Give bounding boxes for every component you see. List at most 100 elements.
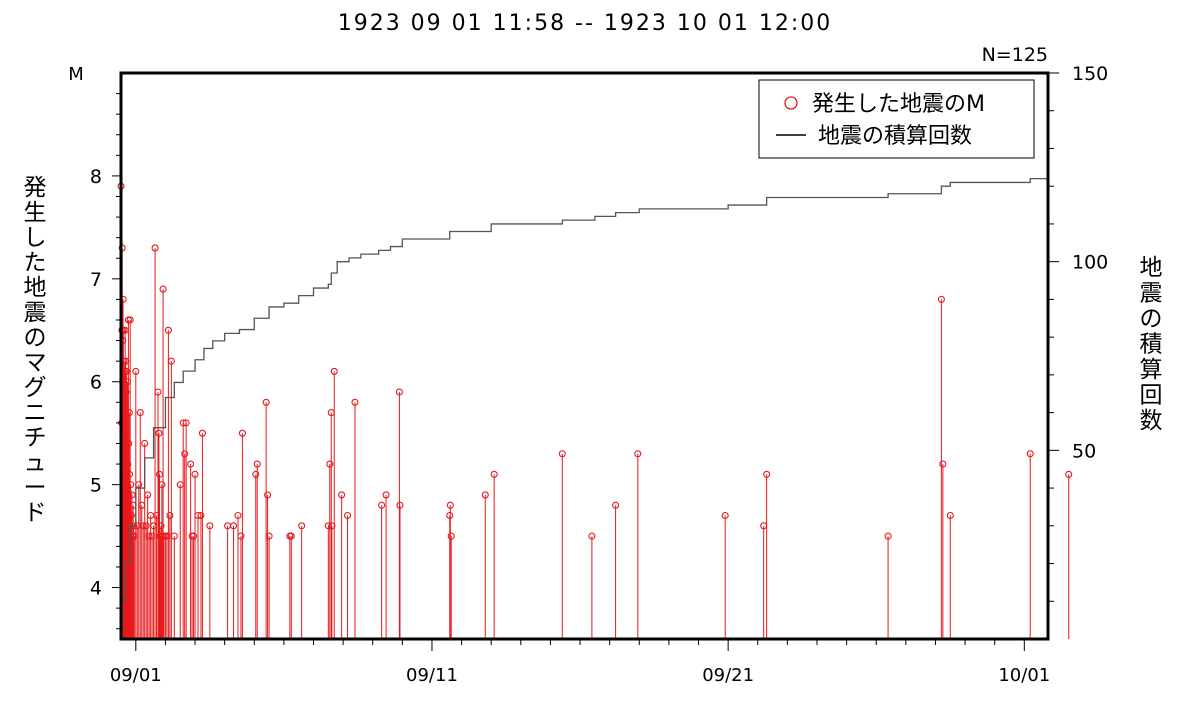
event-point bbox=[142, 522, 150, 530]
event-point bbox=[287, 532, 295, 540]
legend-label-cumulative: 地震の積算回数 bbox=[818, 124, 972, 149]
event-point bbox=[125, 439, 133, 448]
left-axis-tick-label: 6 bbox=[90, 372, 102, 394]
event-point bbox=[155, 429, 163, 437]
event-point bbox=[481, 491, 489, 499]
x-axis-tick-label: 09/21 bbox=[702, 665, 754, 686]
event-point bbox=[265, 532, 273, 540]
event-point bbox=[126, 316, 134, 324]
event-point bbox=[126, 470, 134, 478]
event-point bbox=[447, 532, 455, 540]
event-point bbox=[946, 511, 954, 520]
axes: 4 5 6 7 8 50 100 150 09/01 09/11 09/21 10/01 bbox=[90, 63, 1108, 686]
left-axis-title-char: チ bbox=[24, 425, 47, 451]
plot-frame bbox=[119, 71, 1050, 641]
event-point bbox=[558, 450, 566, 458]
event-point bbox=[197, 511, 205, 520]
right-axis-title-char: 地 bbox=[1140, 255, 1163, 281]
event-count-label: N=125 bbox=[982, 44, 1048, 66]
event-point bbox=[1065, 470, 1073, 478]
event-point bbox=[124, 460, 132, 468]
event-point bbox=[136, 409, 144, 417]
event-point bbox=[198, 429, 206, 437]
event-point bbox=[158, 481, 166, 489]
event-point bbox=[181, 450, 189, 458]
event-point bbox=[182, 419, 190, 427]
event-point bbox=[170, 532, 178, 540]
right-axis-tick-label: 150 bbox=[1072, 63, 1108, 85]
right-axis-title-char: 数 bbox=[1140, 408, 1163, 434]
left-axis-title-char: ド bbox=[24, 500, 47, 526]
right-axis-title-char: 積 bbox=[1140, 332, 1163, 358]
event-point bbox=[490, 470, 498, 478]
event-point bbox=[338, 491, 346, 499]
right-axis-tick-label: 100 bbox=[1072, 252, 1108, 274]
legend-circle-icon bbox=[784, 96, 798, 110]
left-axis-title-char: 地 bbox=[24, 275, 47, 301]
event-point bbox=[395, 388, 403, 396]
event-point bbox=[382, 491, 390, 499]
event-point bbox=[1026, 450, 1034, 458]
left-axis-title-char: ュ bbox=[24, 450, 47, 476]
legend-box bbox=[758, 79, 1035, 159]
right-axis-title-char: の bbox=[1140, 306, 1163, 332]
cumulative-count-line bbox=[121, 174, 1049, 640]
left-axis-title-char: グ bbox=[24, 375, 47, 401]
x-axis-tick-label: 09/01 bbox=[110, 665, 162, 686]
chart-title: 1923 09 01 11:58 -- 1923 10 01 12:00 bbox=[338, 11, 833, 36]
left-axis-title-char: 震 bbox=[24, 300, 47, 326]
left-axis-title-char: し bbox=[24, 225, 47, 251]
event-point bbox=[298, 522, 306, 530]
event-point bbox=[127, 511, 135, 520]
left-axis-title-char: た bbox=[24, 250, 47, 276]
left-axis-tick-label: 5 bbox=[90, 475, 102, 497]
event-point bbox=[128, 491, 136, 499]
left-axis-tick-label: 4 bbox=[90, 578, 102, 600]
event-point bbox=[132, 367, 140, 375]
left-axis-tick-label: 8 bbox=[90, 166, 102, 188]
event-point bbox=[612, 501, 620, 509]
right-axis-tick-label: 50 bbox=[1072, 440, 1096, 462]
plot-area bbox=[117, 174, 1073, 640]
event-point bbox=[253, 460, 261, 468]
right-axis-title-char: 算 bbox=[1140, 357, 1163, 383]
event-point bbox=[884, 532, 892, 540]
event-point bbox=[159, 285, 167, 293]
event-point bbox=[229, 522, 238, 530]
left-axis-tick-label: 7 bbox=[90, 269, 102, 291]
event-point bbox=[234, 511, 242, 520]
event-point bbox=[634, 450, 642, 458]
event-point bbox=[262, 398, 270, 406]
event-point bbox=[238, 429, 246, 437]
event-point bbox=[351, 398, 359, 406]
left-axis-title-char: 生 bbox=[24, 200, 47, 226]
right-axis-title-char: 震 bbox=[1140, 281, 1163, 307]
event-point bbox=[326, 460, 334, 468]
left-axis-unit-label: M bbox=[68, 64, 84, 85]
legend-label-magnitude: 発生した地震のM bbox=[812, 92, 985, 117]
right-axis-title: 地震の積算回数 bbox=[1140, 255, 1163, 434]
event-point bbox=[154, 388, 162, 396]
event-point bbox=[763, 470, 771, 478]
left-axis-title-char: ー bbox=[24, 475, 47, 501]
event-point bbox=[151, 244, 159, 252]
event-point bbox=[344, 511, 352, 520]
event-point bbox=[396, 501, 404, 509]
event-point bbox=[588, 532, 596, 540]
event-point bbox=[187, 460, 195, 468]
event-point bbox=[252, 470, 260, 478]
event-point bbox=[123, 367, 131, 375]
event-point bbox=[328, 522, 336, 530]
right-axis-title-char: 回 bbox=[1140, 383, 1163, 409]
left-axis-title-char: マ bbox=[24, 350, 47, 376]
event-point bbox=[939, 460, 947, 468]
event-point bbox=[164, 326, 172, 334]
event-point bbox=[141, 439, 149, 448]
event-point bbox=[937, 295, 945, 303]
event-point bbox=[330, 367, 338, 375]
event-point bbox=[378, 501, 386, 509]
event-point bbox=[166, 511, 174, 520]
event-point bbox=[144, 491, 152, 499]
